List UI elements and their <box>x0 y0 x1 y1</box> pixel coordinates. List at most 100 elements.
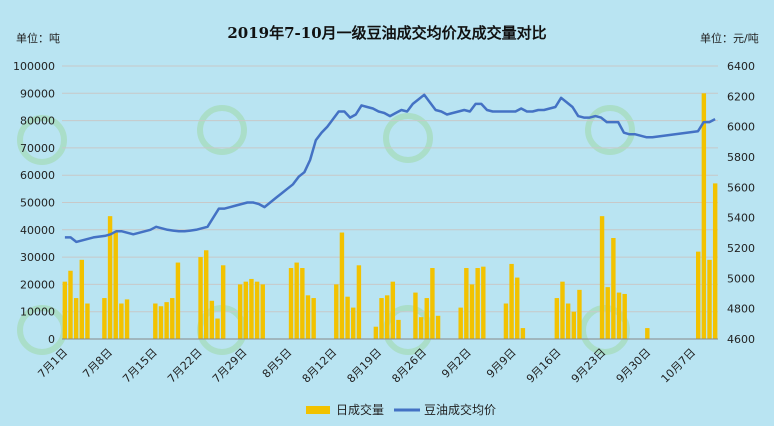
volume-bar <box>379 298 384 339</box>
volume-bar <box>73 298 79 339</box>
right-tick-label: 5600 <box>727 181 755 194</box>
left-tick-label: 100000 <box>13 60 55 73</box>
bar-series <box>62 93 718 339</box>
volume-bar <box>311 298 316 339</box>
x-tick-label: 9月2日 <box>439 346 474 381</box>
volume-bar <box>571 311 576 339</box>
volume-bar <box>622 293 627 339</box>
volume-bar <box>220 265 226 339</box>
left-tick-label: 10000 <box>20 306 55 319</box>
left-tick-label: 70000 <box>20 142 55 155</box>
price-line-series <box>64 93 716 244</box>
watermark-logo-icon <box>585 105 635 155</box>
right-tick-label: 4800 <box>727 303 755 316</box>
volume-bar <box>209 300 215 339</box>
volume-bar <box>515 277 520 339</box>
volume-bar <box>701 93 707 339</box>
volume-bar <box>458 307 463 339</box>
volume-bar <box>175 262 181 339</box>
volume-bar <box>85 303 90 339</box>
watermark-logo-icon <box>383 113 433 163</box>
legend-label-volume: 日成交量 <box>336 402 384 417</box>
chart-title: 2019年7-10月一级豆油成交均价及成交量对比 <box>227 24 546 42</box>
watermark-logo-icon <box>580 305 630 355</box>
volume-bar <box>373 326 379 339</box>
volume-bar <box>153 303 158 339</box>
volume-bar <box>464 268 469 339</box>
right-tick-label: 5200 <box>727 242 755 255</box>
volume-bar <box>565 303 571 339</box>
right-tick-label: 5000 <box>727 272 755 285</box>
legend-swatch-bar <box>306 406 330 414</box>
left-tick-label: 20000 <box>20 278 55 291</box>
legend: 日成交量 豆油成交均价 <box>306 402 496 417</box>
volume-bar <box>577 289 582 339</box>
volume-bar <box>305 295 311 339</box>
volume-bar <box>435 315 441 339</box>
volume-bar <box>79 259 84 339</box>
volume-bar <box>430 268 435 339</box>
left-tick-label: 0 <box>48 333 55 346</box>
volume-bar <box>560 281 565 339</box>
watermark-logo-icon <box>197 105 247 155</box>
volume-bar <box>418 317 424 339</box>
volume-bar <box>520 328 526 339</box>
left-axis-ticks: 0 10000 20000 30000 40000 50000 60000 70000 8000… <box>13 60 55 346</box>
volume-bar <box>334 284 339 339</box>
x-tick-label: 8月19日 <box>345 346 385 386</box>
volume-bar <box>345 296 350 339</box>
left-tick-label: 60000 <box>20 169 55 182</box>
volume-bar <box>237 284 243 339</box>
volume-bar <box>170 298 175 339</box>
volume-bar <box>645 328 650 339</box>
watermark-logo-icon <box>17 115 67 165</box>
volume-bar <box>390 281 396 339</box>
x-tick-label: 9月16日 <box>524 346 564 386</box>
x-tick-label: 9月9日 <box>484 346 519 381</box>
volume-bar <box>288 268 294 339</box>
volume-bar <box>107 216 113 339</box>
right-tick-label: 4600 <box>727 333 755 346</box>
left-tick-label: 30000 <box>20 251 55 264</box>
volume-bar <box>102 298 107 339</box>
right-tick-label: 6000 <box>727 121 755 134</box>
x-tick-label: 8月5日 <box>260 346 295 381</box>
volume-bar <box>356 265 362 339</box>
x-tick-label: 7月8日 <box>80 346 115 381</box>
volume-bar <box>554 298 560 339</box>
volume-bar <box>509 263 514 339</box>
right-tick-label: 6200 <box>727 90 755 103</box>
volume-bar <box>300 268 305 339</box>
volume-bar <box>396 319 401 339</box>
volume-bar <box>351 307 356 339</box>
volume-bar <box>294 262 299 339</box>
volume-bar <box>475 268 480 339</box>
volume-bar <box>503 303 509 339</box>
volume-bar <box>164 302 169 339</box>
volume-bar <box>68 270 73 339</box>
right-axis-ticks: 4600 4800 5000 5200 5400 5600 5800 6000 6200 6400 <box>727 60 755 346</box>
volume-bar <box>696 251 701 339</box>
volume-bar <box>424 298 429 339</box>
volume-bar <box>481 266 486 339</box>
right-tick-label: 6400 <box>727 60 755 73</box>
volume-bar <box>204 250 209 339</box>
volume-bar <box>469 284 475 339</box>
volume-bar <box>119 303 124 339</box>
volume-bar <box>599 216 605 339</box>
x-axis-ticks: 7月1日 7月8日 7月15日 7月22日 7月29日 8月5日 8月12日 8月19日 8月2… <box>35 346 698 386</box>
volume-bar <box>243 281 248 339</box>
x-tick-label: 9月30日 <box>614 346 654 386</box>
legend-label-price: 豆油成交均价 <box>424 402 496 417</box>
left-axis-unit: 单位：吨 <box>16 31 60 45</box>
right-tick-label: 5400 <box>727 212 755 225</box>
x-tick-label: 10月7日 <box>659 346 699 386</box>
x-tick-label: 8月12日 <box>300 346 340 386</box>
volume-bar <box>611 237 616 339</box>
volume-bar <box>712 183 718 339</box>
volume-bar <box>339 232 345 339</box>
volume-bar <box>605 287 610 339</box>
left-tick-label: 90000 <box>20 87 55 100</box>
